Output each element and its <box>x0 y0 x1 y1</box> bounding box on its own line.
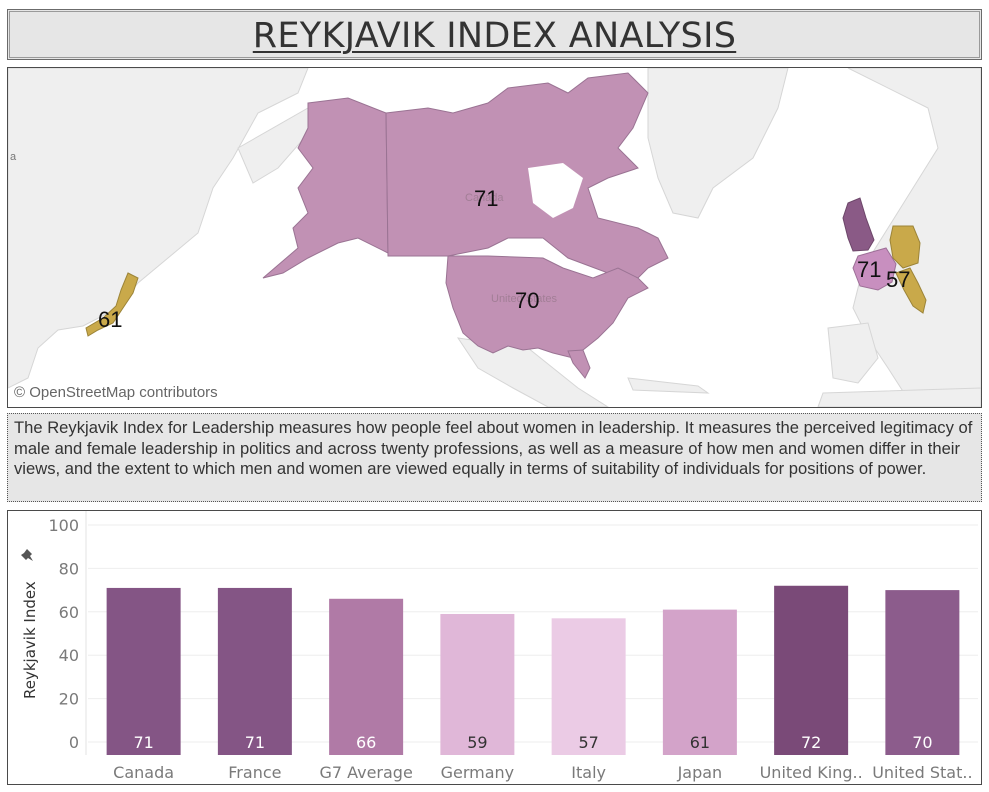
map-land-caribbean <box>627 377 710 394</box>
description-text: The Reykjavik Index for Leadership measu… <box>14 418 973 478</box>
y-axis-ticks: 0 20 40 60 80 100 <box>48 516 79 752</box>
page-title: REYKJAVIK INDEX ANALYSIS <box>252 16 737 56</box>
bar-value-label: 57 <box>578 733 598 752</box>
bar-united-king[interactable] <box>774 585 849 755</box>
x-category-label: Germany <box>441 763 515 782</box>
map-value-france: 71 <box>857 257 882 282</box>
x-category-label: Canada <box>113 763 174 782</box>
bar-italy[interactable] <box>551 618 626 755</box>
map-land-greenland <box>647 68 789 219</box>
bar-value-label: 66 <box>356 733 376 752</box>
map-land-mexico <box>456 337 609 407</box>
map-attribution[interactable]: © OpenStreetMap contributors <box>14 384 218 401</box>
map-faint-label-canada: Canada <box>465 192 504 204</box>
map-value-japan: 61 <box>98 307 123 332</box>
map-panel[interactable]: Canada United States a 71 70 61 71 57 © … <box>7 67 982 408</box>
bar-value-label: 71 <box>245 733 265 752</box>
map-land-iberia <box>827 322 879 384</box>
map-land-florida <box>567 349 591 379</box>
map-land-france <box>852 247 897 291</box>
map-faint-label-edge: a <box>10 151 17 163</box>
bar-value-label: 71 <box>133 733 153 752</box>
bar-united-stat[interactable] <box>885 590 960 755</box>
y-tick-label: 100 <box>48 516 79 535</box>
map-hudson-bay <box>528 163 583 218</box>
x-axis-labels: Canada France G7 Average Germany Italy Japan U… <box>113 763 972 782</box>
bar-g7-average[interactable] <box>329 598 404 755</box>
bar-france[interactable] <box>217 587 292 755</box>
bar-chart: 0 20 40 60 80 100 71 71 66 59 57 61 72 70 Canada Fran… <box>21 511 978 782</box>
map-value-italy: 57 <box>886 267 911 292</box>
map-land-germany <box>889 225 921 269</box>
map-value-usa: 70 <box>515 288 540 313</box>
bar-canada[interactable] <box>106 587 181 755</box>
bar-germany[interactable] <box>440 613 515 755</box>
title-panel: REYKJAVIK INDEX ANALYSIS <box>7 9 982 60</box>
description-panel: The Reykjavik Index for Leadership measu… <box>7 413 982 502</box>
y-tick-label: 40 <box>59 646 79 665</box>
map-land-asia <box>8 68 309 389</box>
bar-value-label: 70 <box>912 733 932 752</box>
y-tick-label: 20 <box>59 690 79 709</box>
map-land-canada <box>385 72 669 279</box>
x-category-label: Japan <box>677 763 723 782</box>
map-value-canada: 71 <box>474 186 499 211</box>
map-land-uk <box>842 197 875 252</box>
y-tick-label: 80 <box>59 559 79 578</box>
y-axis-title: Reykjavik Index <box>21 581 39 699</box>
bars: 71 71 66 59 57 61 72 70 <box>106 585 960 755</box>
x-category-label: United Stat.. <box>872 763 972 782</box>
x-category-label: Italy <box>571 763 606 782</box>
bar-value-label: 61 <box>690 733 710 752</box>
bar-value-label: 72 <box>801 733 821 752</box>
map-land-siberia <box>237 107 314 184</box>
bar-japan[interactable] <box>662 609 737 755</box>
y-tick-label: 60 <box>59 603 79 622</box>
y-tick-label: 0 <box>69 733 79 752</box>
map-faint-label-usa: United States <box>491 293 558 305</box>
map-land-africa <box>817 387 981 407</box>
map-land-japan <box>85 272 139 337</box>
x-category-label: United King.. <box>760 763 863 782</box>
x-category-label: G7 Average <box>319 763 412 782</box>
bar-value-label: 59 <box>467 733 487 752</box>
chart-panel: 0 20 40 60 80 100 71 71 66 59 57 61 72 70 Canada Fran… <box>7 510 982 785</box>
pin-icon[interactable] <box>21 549 33 561</box>
map-canvas[interactable] <box>8 68 981 407</box>
x-category-label: France <box>228 763 281 782</box>
map-land-italy <box>895 267 927 314</box>
